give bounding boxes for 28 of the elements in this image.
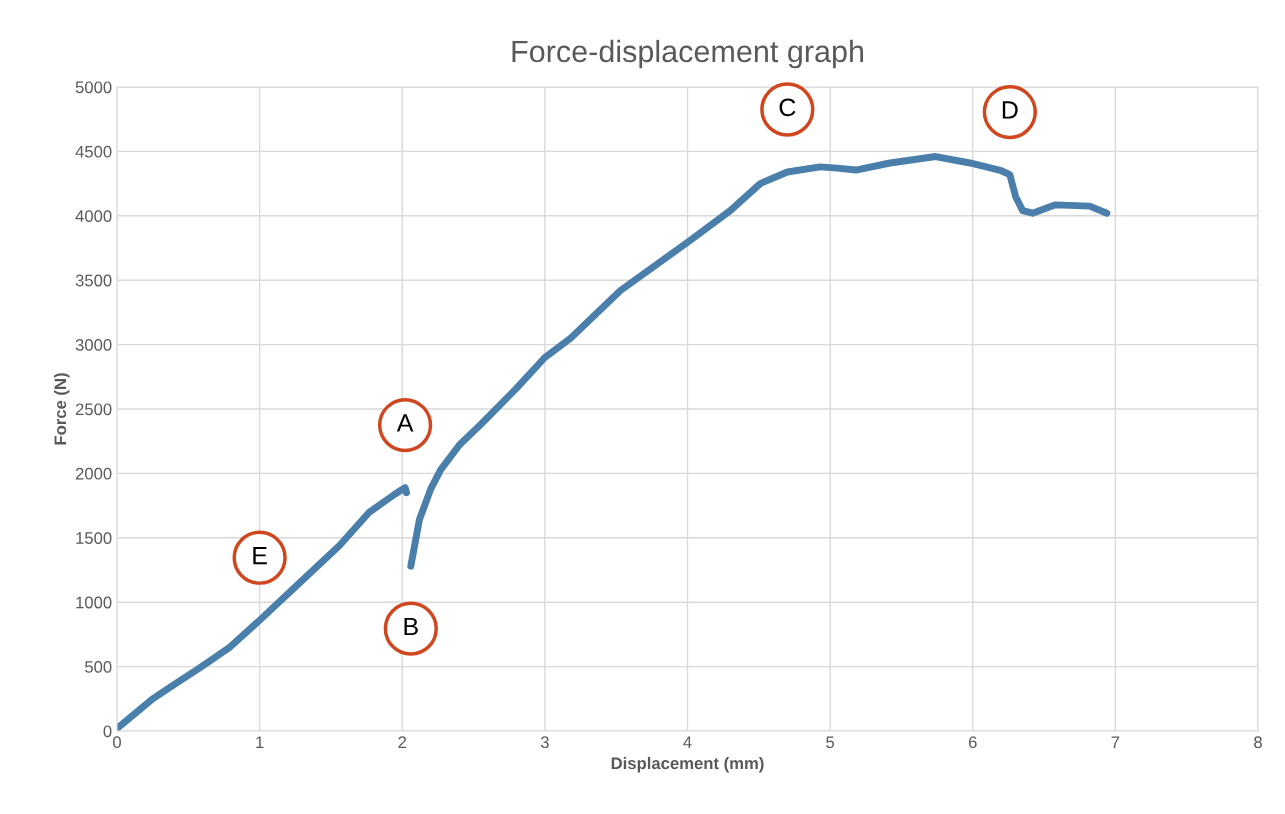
x-tick-label: 8 (1254, 736, 1262, 749)
y-tick-label: 4500 (75, 145, 112, 158)
annotation: D (1002, 101, 1018, 119)
annotation: C (779, 98, 796, 117)
x-tick-label: 5 (826, 736, 835, 749)
x-tick-label: 0 (113, 736, 121, 749)
y-tick-label: 4000 (75, 210, 112, 222)
y-tick-label: 1000 (76, 596, 112, 609)
y-tick-label: 3000 (75, 339, 112, 351)
y-axis-title: Force (N) (53, 373, 70, 445)
y-tick-label: 2000 (75, 467, 112, 480)
annotation: A (396, 414, 414, 432)
x-tick-label: 3 (540, 736, 549, 749)
y-tick-label: 3500 (75, 274, 112, 287)
x-tick-label: 1 (256, 736, 264, 748)
y-tick-label: 2500 (75, 403, 112, 416)
y-tick-label: 5000 (75, 81, 112, 94)
x-axis-title: Displacement (mm) (611, 756, 764, 773)
y-tick-label: 0 (103, 725, 112, 738)
y-tick-label: 500 (85, 661, 112, 673)
annotation: B (404, 617, 418, 636)
chart-title: Force-displacement graph (512, 39, 864, 69)
y-tick-label: 1500 (76, 532, 112, 544)
annotation: E (253, 547, 267, 565)
x-tick-label: 7 (1111, 736, 1120, 748)
x-tick-label: 2 (398, 736, 407, 748)
x-tick-label: 6 (968, 736, 977, 749)
x-tick-label: 4 (683, 736, 692, 748)
